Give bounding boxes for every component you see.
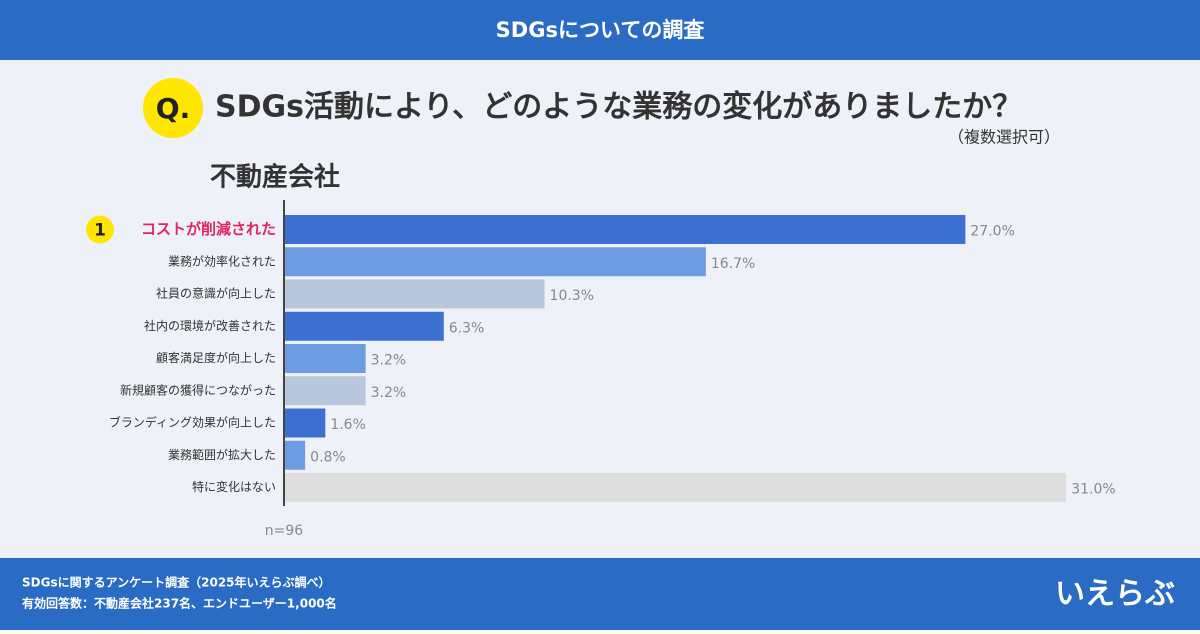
question-badge: Q. <box>156 92 190 125</box>
bar <box>285 344 366 373</box>
rank-badge: 1 <box>94 221 106 241</box>
bar <box>285 247 706 277</box>
value-label: 31.0% <box>1071 482 1115 498</box>
question-text: SDGs活動により、どのような業務の変化がありましたか？ <box>215 90 1022 125</box>
question-badge-circle <box>143 78 203 138</box>
sample-note: n=96 <box>265 523 304 539</box>
header-title: SDGsについての調査 <box>496 18 705 42</box>
chart-title: 不動産会社 <box>210 162 340 193</box>
bar <box>285 279 545 309</box>
footer-line: SDGsに関するアンケート調査（2025年いえらぶ調べ） <box>22 575 331 590</box>
category-label: 業務が効率化された <box>168 253 276 268</box>
bar <box>285 215 966 244</box>
footer-line: 有効回答数：不動産会社237名、エンドユーザー1,000名 <box>22 596 337 611</box>
value-label: 3.2% <box>371 353 407 369</box>
bar <box>285 311 444 341</box>
value-label: 27.0% <box>970 224 1014 240</box>
category-label: 社内の環境が改善された <box>144 318 276 333</box>
logo: いえらぶ <box>1055 577 1175 612</box>
category-label: 新規顧客の獲得につながった <box>120 382 276 397</box>
category-label: コストが削減された <box>141 220 276 238</box>
header-bar <box>0 0 1200 60</box>
category-label: ブランディング効果が向上した <box>109 415 276 430</box>
bar <box>285 376 366 406</box>
question-note: （複数選択可） <box>948 128 1060 147</box>
value-label: 3.2% <box>371 385 407 401</box>
category-label: 特に変化はない <box>192 479 276 494</box>
value-label: 1.6% <box>330 417 366 433</box>
footer-bar <box>0 558 1200 630</box>
category-label: 社員の意識が向上した <box>156 286 276 301</box>
value-label: 0.8% <box>310 449 346 465</box>
bar <box>285 440 306 470</box>
bar <box>285 473 1067 502</box>
value-label: 6.3% <box>449 320 485 336</box>
value-label: 16.7% <box>711 256 755 272</box>
rank-badge-circle <box>86 215 114 244</box>
value-label: 10.3% <box>550 288 594 304</box>
plot: コストが削減された 1 27.0% 業務が効率化された 16.7% 社員の意識が向上した 1… <box>86 215 1116 502</box>
bar <box>285 408 326 438</box>
category-label: 業務範囲が拡大した <box>168 447 276 462</box>
category-label: 顧客満足度が向上した <box>156 350 276 365</box>
